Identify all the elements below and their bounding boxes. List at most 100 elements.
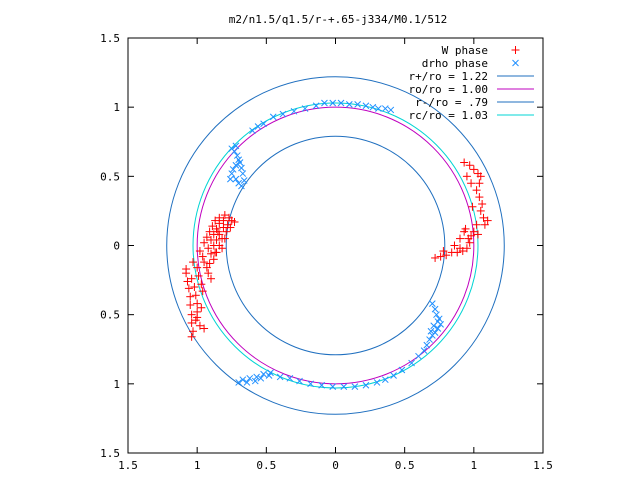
- point-s0-69: [475, 179, 484, 188]
- point-s1-23: [232, 175, 240, 183]
- point-s0-95: [472, 220, 481, 229]
- point-s0-81: [461, 224, 470, 233]
- point-s0-45: [211, 216, 220, 225]
- point-s1-35: [431, 305, 439, 313]
- point-s1-20: [229, 166, 237, 173]
- point-s1-63: [243, 379, 251, 386]
- legend-label-3: ro/ro = 1.00: [409, 83, 488, 96]
- legend-sample-1: [512, 59, 519, 67]
- point-s0-77: [473, 230, 482, 239]
- point-s1-17-b: [249, 127, 256, 135]
- point-s1-21: [228, 170, 236, 177]
- point-s1-57: [296, 377, 303, 385]
- legend-sample-0: [511, 46, 520, 54]
- point-s1-19-b: [232, 161, 240, 169]
- y-tick-label-1: 1: [113, 101, 120, 114]
- point-s1-58-b: [286, 374, 294, 382]
- point-s0-98: [450, 241, 459, 250]
- point-s1-47: [398, 366, 406, 374]
- point-s0-29: [200, 238, 209, 247]
- point-s0-63: [193, 313, 202, 322]
- point-s1-51: [362, 381, 370, 389]
- point-s1-53-b: [340, 383, 348, 390]
- point-s0-56: [230, 217, 239, 226]
- point-s1-26-b: [240, 177, 248, 184]
- point-s1-15-b: [260, 120, 267, 128]
- point-s1-48-b: [390, 372, 397, 379]
- point-s1-1-b: [329, 99, 337, 107]
- point-s0-31: [207, 249, 215, 258]
- point-s1-0-b: [321, 99, 328, 107]
- point-s1-56: [307, 380, 314, 388]
- point-s0-13: [193, 299, 202, 308]
- point-s1-30-b: [233, 152, 241, 159]
- point-s1-41: [428, 332, 436, 339]
- point-s1-68-b: [260, 370, 267, 378]
- point-s1-65: [239, 376, 247, 384]
- point-s1-32-b: [228, 145, 236, 153]
- point-s1-36: [433, 311, 440, 319]
- point-s1-28: [238, 164, 245, 172]
- point-s1-3-b: [345, 101, 353, 108]
- point-s1-30: [233, 152, 241, 159]
- legend-sample-1-b: [512, 59, 519, 67]
- point-s1-0: [321, 99, 328, 107]
- point-s1-51-b: [362, 381, 370, 389]
- point-s1-13: [279, 110, 287, 118]
- point-s1-62: [251, 377, 259, 385]
- axes-layer: 1.5 1 0.5 0 0.5 1 1.51.510.500.511.5: [100, 32, 553, 472]
- point-s0-64: [460, 158, 469, 167]
- point-s1-55-b: [318, 381, 326, 389]
- point-s1-29-b: [236, 159, 244, 166]
- point-s0-20: [194, 271, 203, 280]
- point-s0-66: [469, 165, 478, 174]
- point-s1-4-b: [354, 101, 361, 108]
- x-tick-label-4: 0.5: [395, 459, 415, 472]
- point-s0-5: [187, 310, 196, 319]
- point-s0-91: [462, 172, 471, 181]
- point-s0-4: [186, 300, 195, 309]
- point-s1-35-b: [431, 305, 439, 313]
- point-s0-74: [479, 213, 488, 222]
- point-s0-26: [202, 263, 211, 272]
- point-s0-33: [202, 233, 211, 242]
- point-s0-89: [431, 253, 440, 262]
- point-s1-34-b: [428, 300, 436, 307]
- point-s1-53: [340, 383, 348, 390]
- point-s1-66-b: [246, 374, 254, 382]
- point-s0-59: [213, 227, 222, 236]
- point-s0-50: [219, 216, 228, 225]
- point-s1-41-b: [428, 332, 436, 339]
- point-s1-57-b: [296, 377, 303, 385]
- point-s1-6: [369, 103, 377, 111]
- point-s1-7-b: [375, 105, 382, 112]
- point-s0-60: [211, 248, 220, 257]
- point-s1-71: [430, 322, 438, 330]
- point-s0-62: [197, 303, 206, 312]
- x-tick-label-2: 0.5: [256, 459, 276, 472]
- point-s1-10: [312, 102, 320, 110]
- point-s1-33: [232, 142, 240, 150]
- point-s1-58: [286, 374, 294, 382]
- point-s0-48: [222, 227, 231, 236]
- point-s1-46: [408, 359, 415, 367]
- point-s1-8: [381, 105, 389, 112]
- y-tick-label-3: 0: [113, 240, 120, 253]
- point-s1-59: [276, 373, 284, 381]
- point-s0-76: [483, 216, 492, 225]
- point-s0-57: [220, 234, 229, 243]
- point-s1-6-b: [369, 103, 377, 111]
- point-s1-52-b: [351, 383, 359, 390]
- point-s1-43-b: [423, 341, 431, 349]
- point-s1-22-b: [227, 175, 234, 183]
- point-s1-16: [254, 123, 262, 130]
- point-s1-21-b: [228, 170, 236, 177]
- point-s1-29: [236, 159, 244, 166]
- point-s0-72: [478, 200, 487, 208]
- legend-label-2: r+/ro = 1.22: [409, 70, 488, 83]
- y-tick-label-2: 0.5: [100, 170, 120, 183]
- point-s1-25-b: [238, 182, 245, 190]
- point-s0-70: [472, 186, 481, 195]
- point-s1-13-b: [279, 110, 287, 118]
- point-s0-71: [475, 193, 484, 202]
